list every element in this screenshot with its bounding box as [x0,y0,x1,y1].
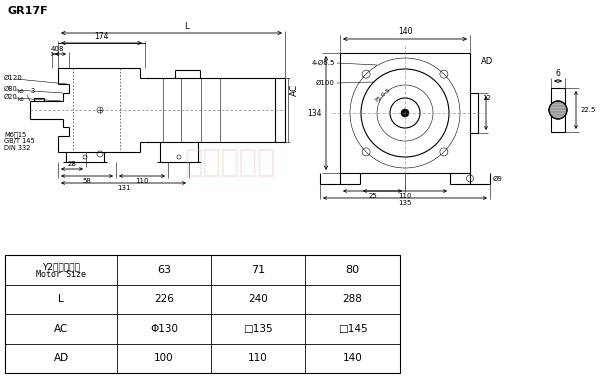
Text: 8: 8 [58,46,63,52]
Bar [551,88,565,132]
Text: 71: 71 [251,265,265,275]
Text: 288: 288 [343,294,362,304]
Text: 80: 80 [346,265,359,275]
Text: Ø120: Ø120 [4,75,23,81]
Text: 110: 110 [398,193,412,199]
Text: 110: 110 [248,353,268,363]
Text: Ø100: Ø100 [316,80,335,86]
Text: DIN 332: DIN 332 [4,145,31,151]
Text: k6: k6 [18,97,25,102]
Text: 135: 135 [398,200,412,206]
Text: 240: 240 [248,294,268,304]
Text: Ø9: Ø9 [493,175,503,181]
Text: 140: 140 [343,353,362,363]
Text: L: L [58,294,64,304]
Text: AD: AD [481,56,493,65]
Text: Φ130: Φ130 [150,324,178,334]
Text: 25: 25 [368,193,377,199]
Text: 110: 110 [135,178,149,184]
Text: 63: 63 [157,265,171,275]
Text: L: L [184,22,189,31]
Text: 6: 6 [556,69,560,78]
Text: 226: 226 [154,294,174,304]
Text: 134: 134 [308,108,322,118]
Text: 22.5: 22.5 [581,107,596,113]
Text: M6深15: M6深15 [4,131,26,138]
Text: 3: 3 [31,88,35,94]
Text: 12: 12 [482,95,491,101]
Text: 58: 58 [83,178,91,184]
Bar [5,255,400,373]
Text: AC: AC [290,84,299,96]
Circle shape [401,109,409,117]
Text: k6: k6 [18,89,25,94]
Text: 131: 131 [117,185,130,191]
Text: □145: □145 [338,324,367,334]
Text: Ø20: Ø20 [4,94,18,100]
Text: AD: AD [53,353,68,363]
Text: □135: □135 [243,324,273,334]
Text: AC: AC [54,324,68,334]
Text: 174: 174 [94,32,109,41]
Text: 100: 100 [154,353,174,363]
Text: GB/T 145: GB/T 145 [4,138,35,144]
Text: 28: 28 [68,161,76,167]
Text: Motor Size: Motor Size [36,270,86,279]
Text: 75.0.5: 75.0.5 [374,87,392,104]
Text: 正瓦玛传动: 正瓦玛传动 [184,149,275,178]
Text: 4-Ø6.5: 4-Ø6.5 [311,60,335,66]
Circle shape [549,101,567,119]
Text: Ø80: Ø80 [4,86,18,92]
Text: 40: 40 [50,46,59,52]
Text: 140: 140 [398,27,412,36]
Text: GR17F: GR17F [8,6,49,16]
Text: Y2电机机座号: Y2电机机座号 [42,262,80,271]
